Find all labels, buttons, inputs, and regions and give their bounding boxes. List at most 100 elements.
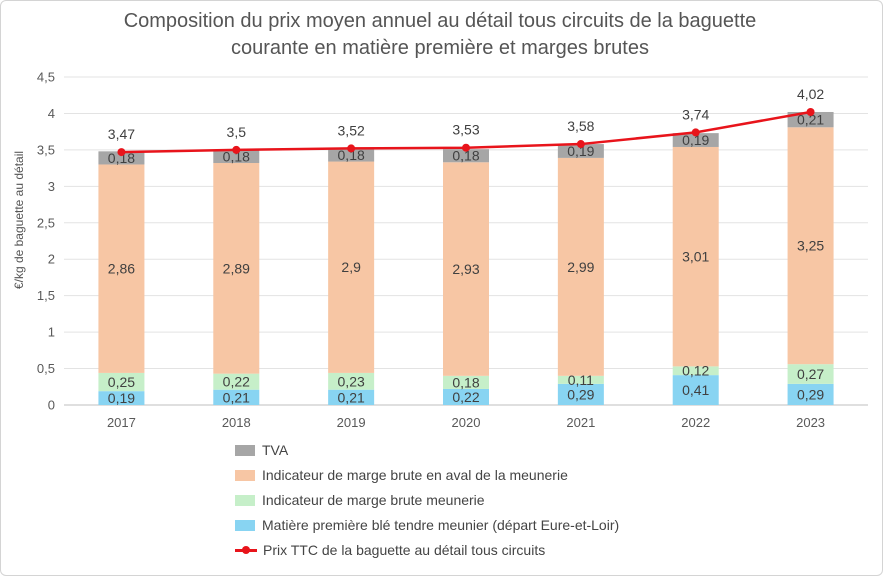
segment-data-label: 0,27 [797,366,824,382]
bar-segment [328,161,375,373]
bar-segment [98,391,145,405]
bar-segment [328,372,375,390]
x-tick-label: 2019 [337,415,366,430]
segment-data-label: 0,21 [338,389,365,405]
segment-data-label: 0,18 [338,147,365,163]
legend-swatch-matiere-premiere [235,519,255,531]
y-tick-label: 1 [48,325,55,340]
segment-data-label: 0,29 [567,386,594,402]
chart-title-line-1: Composition du prix moyen annuel au déta… [123,10,757,32]
legend-label-prix-ttc: Prix TTC de la baguette au détail tous c… [263,542,546,558]
y-tick-label: 3 [48,179,55,194]
bar-segment [557,157,604,376]
legend-swatch-marge-aval [235,469,255,481]
bar-segment [213,389,260,405]
y-tick-label: 0,5 [37,361,55,376]
bar-segment [672,366,719,376]
segment-data-label: 0,23 [338,373,365,389]
y-tick-label: 0 [48,398,55,413]
price-data-label: 3,58 [567,118,594,134]
price-point [576,140,585,149]
segment-data-label: 0,19 [567,143,594,159]
bar-segment [672,375,719,405]
price-data-label: 4,02 [797,86,824,102]
bar-segment [328,148,375,162]
price-point [691,128,700,137]
legend-label-matiere-premiere: Matière première blé tendre meunier (dép… [262,517,620,533]
stacked-bar-chart: 0 0,5 1 1,5 2 2,5 3 3,5 4 4,5 2017 2018 2019 2020 2021… [37,70,868,430]
price-point [462,143,470,152]
bar-segment [328,389,375,405]
bar-segment [557,375,604,384]
segment-data-label: 0,19 [108,390,135,406]
segment-data-label: 0,21 [797,112,824,128]
segment-data-label: 2,86 [108,261,135,277]
y-tick-label: 4 [48,106,55,121]
segment-data-label: 3,25 [797,238,824,254]
y-tick-label: 1,5 [37,288,55,303]
legend-label-marge-aval: Indicateur de marge brute en aval de la … [262,467,568,483]
segment-data-label: 0,22 [223,374,250,390]
bar-segment [557,383,604,405]
legend-item-marge-aval: Indicateur de marge brute en aval de la … [235,465,795,485]
price-point [347,144,356,153]
bar-segment [98,372,145,392]
legend-swatch-tva [235,444,255,456]
chart-title-line-2: courante en matière première et marges b… [231,37,649,59]
segment-data-label: 0,18 [223,148,250,164]
segment-data-label: 0,18 [108,150,135,166]
bar-segment [98,164,145,373]
legend-item-prix-ttc: Prix TTC de la baguette au détail tous c… [235,540,795,560]
bar-segment [557,144,604,158]
x-tick-label: 2020 [452,415,481,430]
bar-segment [787,111,834,128]
bar-segment [443,375,489,389]
bar-segment [213,163,260,374]
price-data-label: 3,47 [108,126,135,142]
legend-item-matiere-premiere: Matière première blé tendre meunier (dép… [235,515,795,535]
bar-segment [213,149,260,164]
price-data-label: 3,52 [338,122,365,138]
price-point [806,107,815,116]
bar-segment [443,149,489,163]
bar-segment [672,146,719,367]
segment-data-label: 0,18 [452,148,479,164]
bar-segment [672,133,719,147]
x-tick-label: 2022 [681,415,710,430]
x-tick-label: 2021 [566,415,595,430]
bar-segment [213,373,260,390]
segment-data-label: 2,89 [223,260,250,276]
legend-item-marge-meunerie: Indicateur de marge brute meunerie [235,490,795,510]
segment-data-label: 0,21 [223,389,250,405]
y-tick-label: 4,5 [37,70,55,85]
legend-label-marge-meunerie: Indicateur de marge brute meunerie [262,492,485,508]
bar-segment [787,383,834,405]
y-tick-label: 3,5 [37,142,55,157]
segment-data-label: 0,22 [452,389,479,405]
price-point [117,148,126,157]
segment-data-label: 0,18 [452,374,479,390]
segment-data-label: 2,99 [567,259,594,275]
segment-data-label: 0,12 [682,363,709,379]
price-data-label: 3,74 [682,106,709,122]
segment-data-label: 0,41 [682,382,709,398]
x-tick-label: 2018 [222,415,251,430]
price-data-label: 3,5 [227,124,247,140]
y-tick-label: 2,5 [37,215,55,230]
bar-segment [443,162,489,376]
segment-data-label: 2,9 [341,259,361,275]
legend-item-tva: TVA [235,440,795,460]
price-point [232,145,241,154]
x-tick-label: 2023 [796,415,825,430]
segment-data-label: 2,93 [452,261,479,277]
legend-swatch-marge-meunerie [235,494,255,506]
bar-segment [787,364,834,384]
segment-data-label: 0,25 [108,374,135,390]
segment-data-label: 0,11 [568,372,594,388]
legend-label-tva: TVA [262,442,289,458]
bar-segment [443,388,489,405]
bar-segment [98,151,145,165]
segment-data-label: 0,29 [797,386,824,402]
price-data-label: 3,53 [452,122,479,138]
